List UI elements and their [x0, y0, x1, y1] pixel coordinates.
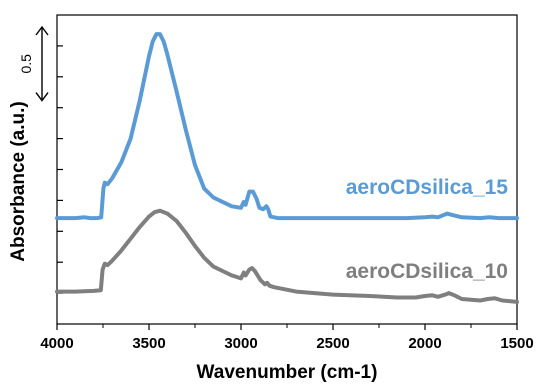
- x-tick-label: 3500: [132, 335, 165, 352]
- x-axis-title: Wavenumber (cm-1): [197, 362, 378, 383]
- series-lines: [55, 32, 519, 304]
- series-line-1: [55, 208, 519, 304]
- scale-bar: [35, 25, 49, 102]
- x-tick-label: 1500: [500, 335, 533, 352]
- x-tick-label: 3000: [224, 335, 257, 352]
- x-axis-tick-labels: 4000 3500 3000 2500 2000 1500: [40, 335, 533, 352]
- scale-bar-label: 0.5: [18, 54, 34, 74]
- y-axis-ticks: [57, 45, 63, 294]
- series-label-aerocdsilica-10: aeroCDsilica_10: [346, 260, 508, 283]
- scale-bar-arrow-up: [35, 25, 49, 36]
- x-tick-label: 2000: [408, 335, 441, 352]
- x-tick-label: 2500: [316, 335, 349, 352]
- y-axis-title: Absorbance (a.u.): [8, 101, 29, 261]
- scale-bar-arrow-down: [35, 92, 49, 102]
- x-axis-ticks: [56, 324, 518, 330]
- series-line-0: [55, 32, 519, 221]
- x-tick-label: 4000: [40, 335, 73, 352]
- series-label-aerocdsilica-15: aeroCDsilica_15: [346, 176, 509, 199]
